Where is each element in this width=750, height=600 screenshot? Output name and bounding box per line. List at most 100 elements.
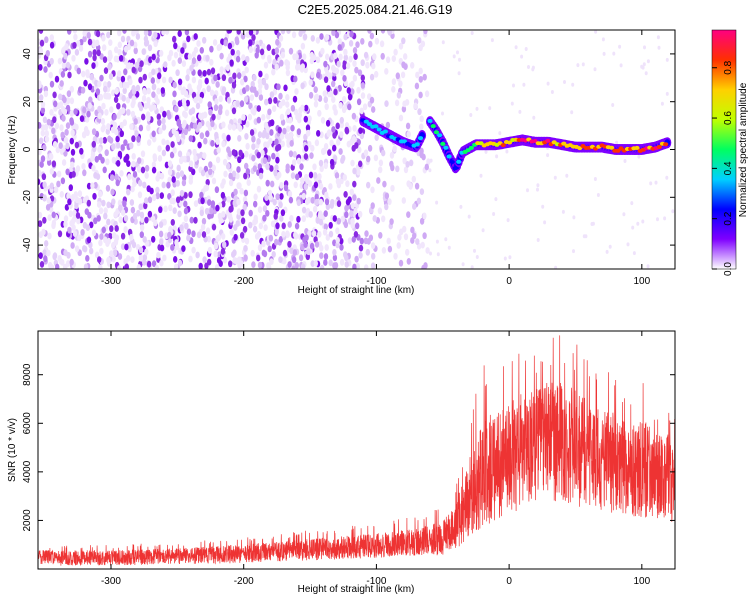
- spectrogram-noise-cell: [367, 144, 373, 152]
- colorbar: 0.0 0.2 0.4 0.6 0.8 Normalized spectral ampl…: [711, 29, 749, 276]
- spectrogram-noise-cell: [186, 234, 191, 242]
- spectrogram-noise-cell: [285, 69, 291, 77]
- spectrogram-noise-cell: [40, 155, 46, 163]
- spectrogram-noise-cell: [637, 154, 641, 159]
- spectrogram-noise-cell: [240, 32, 246, 40]
- spectrogram-noise-cell: [210, 67, 216, 75]
- spectrogram-noise-cell: [236, 122, 241, 130]
- spectrogram-noise-cell: [117, 30, 122, 37]
- x-tick-label: -300: [101, 276, 121, 287]
- spectrogram-noise-cell: [214, 186, 220, 194]
- spectrogram-noise-cell: [38, 220, 43, 228]
- spectrogram-noise-cell: [248, 221, 253, 229]
- spectrogram-noise-cell: [138, 76, 143, 84]
- colorbar-tick-label: 0.0: [723, 262, 734, 276]
- spectrogram-noise-cell: [39, 39, 45, 47]
- spectrogram-noise-cell: [254, 90, 259, 98]
- spectrogram-noise-cell: [435, 239, 439, 244]
- spectrogram-noise-cell: [337, 38, 342, 45]
- spectrogram-noise-cell: [49, 57, 54, 65]
- spectrogram-noise-cell: [76, 67, 82, 75]
- spectrogram-noise-cell: [114, 225, 119, 232]
- colorbar-tick-label: 0.4: [723, 161, 734, 175]
- spectrogram-noise-cell: [126, 109, 131, 116]
- spectrogram-noise-cell: [105, 240, 110, 248]
- spectrogram-noise-cell: [344, 211, 349, 219]
- spectrogram-noise-cell: [264, 98, 269, 106]
- spectrogram-noise-cell: [316, 130, 321, 137]
- spectrogram-noise-cell: [44, 130, 49, 137]
- spectrogram-noise-cell: [309, 51, 314, 59]
- spectrogram-noise-cell: [108, 73, 114, 80]
- spectrogram-noise-cell: [257, 78, 263, 86]
- spectrogram-noise-cell: [49, 109, 54, 116]
- spectrogram-noise-cell: [280, 30, 286, 35]
- signal-cell: [443, 145, 449, 150]
- spectrogram-noise-cell: [109, 106, 114, 113]
- spectrogram-noise-cell: [199, 132, 205, 140]
- spectrogram-noise-cell: [281, 99, 286, 106]
- spectrogram-noise-cell: [565, 173, 569, 178]
- spectrogram-noise-cell: [123, 226, 128, 233]
- spectrogram-noise-cell: [343, 191, 348, 198]
- spectrogram-noise-cell: [141, 113, 146, 121]
- spectrogram-noise-cell: [417, 37, 422, 44]
- spectrogram-noise-cell: [398, 114, 404, 122]
- spectrogram-noise-cell: [384, 203, 389, 211]
- spectrogram-noise-cell: [263, 61, 269, 69]
- spectrogram-noise-cell: [490, 38, 494, 43]
- spectrogram-noise-cell: [351, 135, 357, 143]
- spectrogram-noise-cell: [323, 76, 329, 84]
- spectrogram-y-label: Frequency (Hz): [7, 116, 18, 185]
- spectrogram-noise-cell: [92, 54, 97, 62]
- spectrogram-noise-cell: [335, 122, 340, 130]
- spectrogram-noise-cell: [343, 48, 348, 56]
- spectrogram-noise-cell: [390, 184, 395, 192]
- spectrogram-noise-cell: [300, 42, 306, 50]
- spectrogram-noise-cell: [97, 190, 103, 198]
- spectrogram-noise-cell: [183, 192, 188, 199]
- spectrogram-noise-cell: [391, 86, 396, 93]
- spectrogram-noise-cell: [129, 39, 135, 47]
- spectrogram-noise-cell: [63, 215, 69, 223]
- spectrogram-noise-cell: [358, 160, 363, 168]
- spectrogram-noise-cell: [339, 244, 344, 251]
- spectrogram-noise-cell: [470, 31, 474, 35]
- spectrogram-noise-cell: [164, 30, 170, 35]
- spectrogram-noise-cell: [202, 152, 207, 160]
- spectrogram-noise-cell: [151, 166, 157, 174]
- spectrogram-noise-cell: [181, 245, 186, 253]
- spectrogram-noise-cell: [278, 236, 284, 243]
- spectrogram-noise-cell: [130, 256, 135, 263]
- spectrogram-noise-cell: [235, 172, 240, 180]
- spectrogram-noise-cell: [81, 163, 86, 170]
- spectrogram-noise-cell: [419, 123, 424, 131]
- spectrogram-noise-cell: [360, 92, 366, 99]
- spectrogram-noise-cell: [43, 255, 48, 263]
- spectrogram-noise-cell: [132, 171, 138, 178]
- signal-cell: [449, 160, 455, 164]
- signal-cell: [437, 133, 443, 138]
- spectrogram-noise-cell: [181, 179, 187, 187]
- spectrogram-noise-cell: [251, 135, 256, 143]
- spectrogram-noise-cell: [422, 212, 427, 220]
- spectrogram-noise-cell: [325, 119, 331, 127]
- spectrogram-noise-cell: [422, 73, 427, 81]
- spectrogram-noise-cell: [133, 118, 138, 125]
- spectrogram-noise-cell: [202, 256, 207, 264]
- spectrogram-noise-cell: [131, 95, 136, 103]
- spectrogram-noise-cell: [45, 204, 51, 211]
- spectrogram-noise-cell: [56, 180, 61, 188]
- spectrogram-noise-cell: [239, 232, 245, 239]
- spectrogram-noise-cell: [146, 114, 151, 122]
- spectrogram-noise-cell: [265, 179, 270, 187]
- spectrogram-noise-cell: [229, 228, 234, 236]
- spectrogram-noise-cell: [261, 249, 266, 257]
- spectrogram-noise-cell: [121, 94, 126, 102]
- spectrogram-noise-cell: [270, 220, 276, 228]
- spectrogram-noise-cell: [188, 135, 193, 142]
- spectrogram-noise-cell: [343, 33, 348, 41]
- spectrogram-noise-cell: [170, 219, 175, 226]
- spectrogram-noise-cell: [44, 240, 49, 247]
- spectrogram-noise-cell: [356, 98, 362, 106]
